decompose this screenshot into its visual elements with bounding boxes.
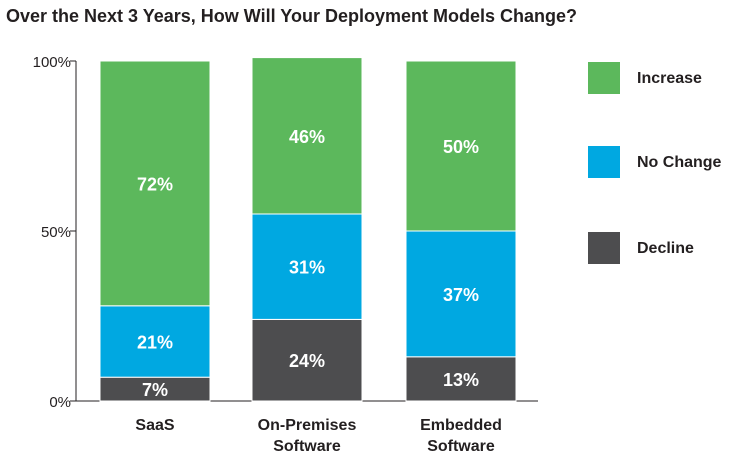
bar-segment-increase xyxy=(99,60,211,307)
data-label-decline: 24% xyxy=(289,351,325,371)
data-label-increase: 46% xyxy=(289,127,325,147)
x-tick-label: On-Premises xyxy=(258,417,357,434)
bar-segment-no-change xyxy=(99,305,211,378)
x-tick-label: Software xyxy=(273,438,341,455)
chart-legend: Increase No Change Decline xyxy=(588,62,722,264)
data-label-increase: 72% xyxy=(137,174,173,194)
y-tick-label: 50% xyxy=(41,224,71,241)
data-label-decline: 13% xyxy=(443,370,479,390)
legend-label-no-change: No Change xyxy=(637,154,722,171)
y-tick-label: 0% xyxy=(49,394,71,411)
x-tick-label: SaaS xyxy=(135,417,174,434)
x-tick-label: Embedded xyxy=(420,417,502,434)
legend-label-decline: Decline xyxy=(637,240,694,257)
legend-swatch-increase xyxy=(588,62,620,94)
data-label-no-change: 21% xyxy=(137,333,173,353)
bar-segment-decline xyxy=(251,318,363,402)
legend-swatch-decline xyxy=(588,232,620,264)
chart-bars: 7% 21% 72% 24% 31% 46% 13% 37% 50% xyxy=(99,57,517,402)
y-tick-label: 100% xyxy=(33,54,71,71)
legend-label-increase: Increase xyxy=(637,70,702,87)
data-label-no-change: 37% xyxy=(443,285,479,305)
data-label-increase: 50% xyxy=(443,137,479,157)
chart-title: Over the Next 3 Years, How Will Your Dep… xyxy=(6,6,577,26)
legend-swatch-no-change xyxy=(588,146,620,178)
bar-segment-increase xyxy=(251,57,363,215)
bar-segment-no-change xyxy=(251,213,363,320)
x-tick-label: Software xyxy=(427,438,495,455)
bar-segment-increase xyxy=(405,60,517,232)
bar-segment-no-change xyxy=(405,230,517,358)
data-label-no-change: 31% xyxy=(289,258,325,278)
data-label-decline: 7% xyxy=(142,380,168,400)
bar-segment-decline xyxy=(405,356,517,402)
